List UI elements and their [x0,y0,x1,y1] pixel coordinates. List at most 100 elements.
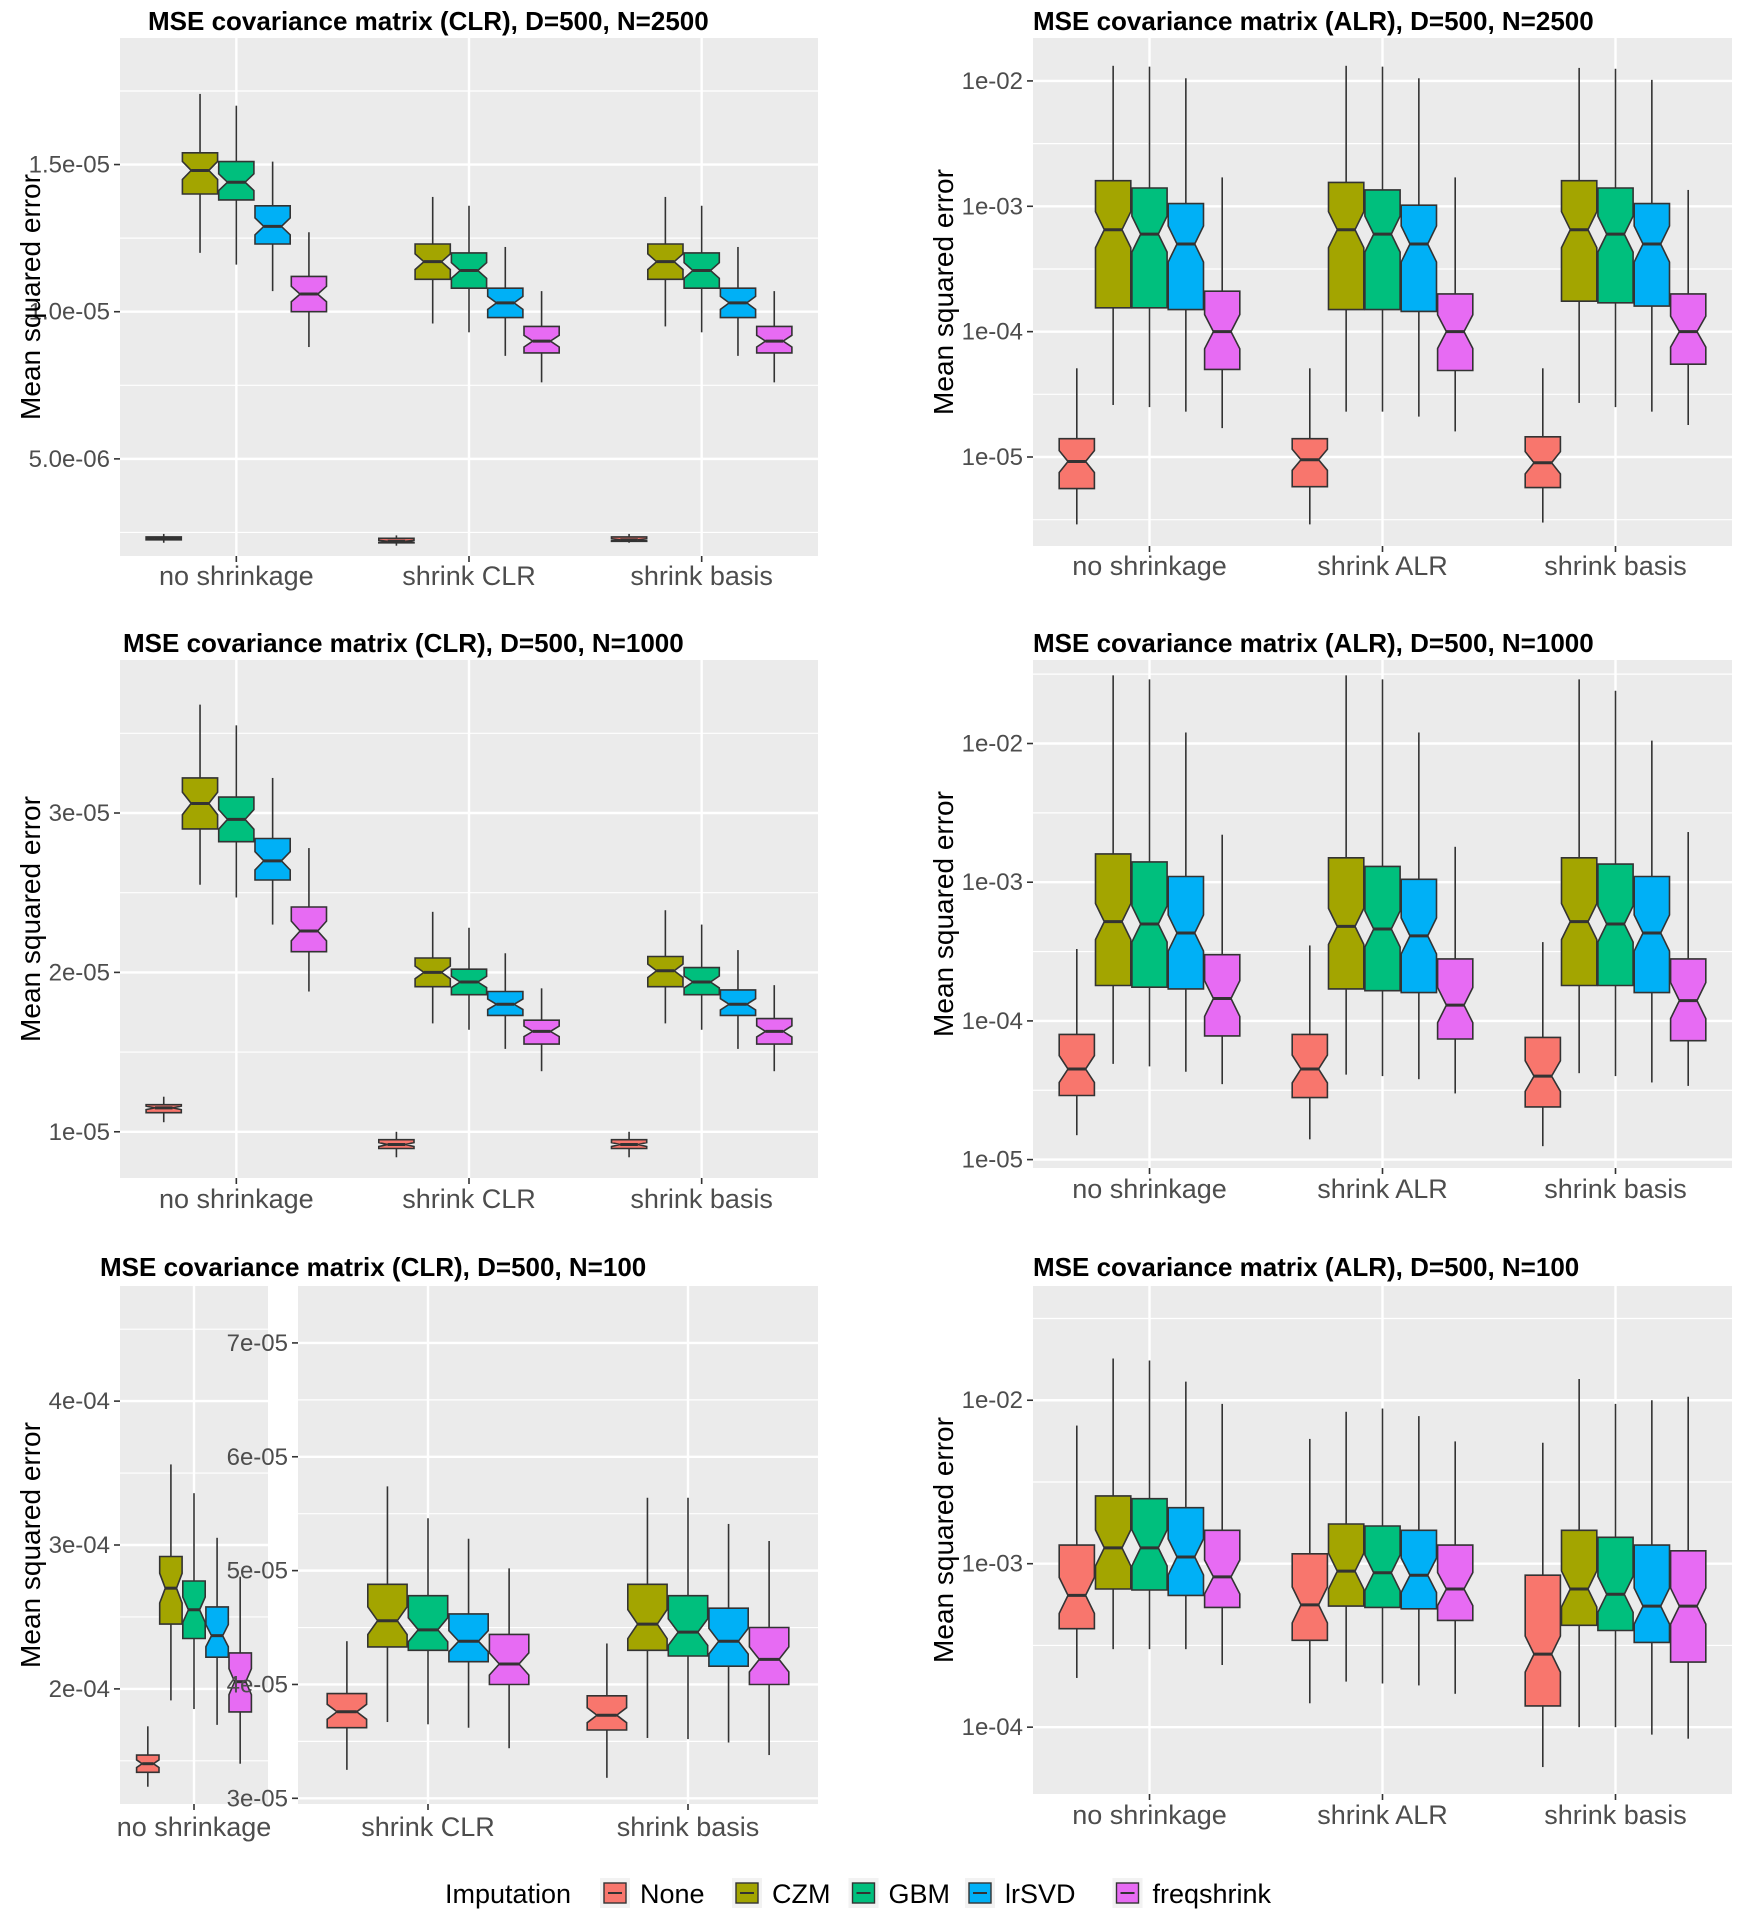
box-lrsvd [719,950,757,1049]
box-freqshrink [523,988,561,1072]
panel-title: MSE covariance matrix (CLR), D=500, N=10… [100,1252,646,1282]
category-label: no shrinkage [159,1184,314,1214]
box-freqshrink [1669,1396,1707,1739]
box-czm [1094,675,1132,1064]
y-axis-title: Mean squared error [15,174,46,420]
box-body [1094,179,1132,309]
y-tick-label: 5e-05 [227,1558,288,1585]
box-body [1400,1529,1438,1610]
category-label: shrink CLR [361,1812,495,1842]
box-czm [626,1497,668,1738]
category-label: no shrinkage [117,1812,272,1842]
panels: 5.0e-06 1.0e-05 1.5e-05 no shrinkage shrink … [15,6,1732,1842]
box-body [1131,1497,1168,1591]
box-freqshrink [755,985,793,1072]
box-gbm [683,924,721,1030]
box-body [1560,179,1598,303]
box-czm [414,196,452,324]
category-label: no shrinkage [1072,1174,1227,1204]
category-label: shrink basis [630,1184,773,1214]
panel-title: MSE covariance matrix (CLR), D=500, N=10… [123,628,684,658]
legend-item-none: None [600,1878,705,1909]
category-label: shrink basis [1544,1174,1687,1204]
box-gbm [1131,1360,1168,1650]
box-gbm [407,1518,449,1725]
category-label: shrink ALR [1317,1174,1448,1204]
box-none [1058,1425,1096,1678]
box-none [135,1726,160,1787]
box-lrsvd [719,246,757,356]
box-body [1364,189,1401,311]
box-czm [1560,679,1598,1074]
box-lrsvd [708,1523,750,1743]
box-lrsvd [1400,732,1438,1080]
category-label: no shrinkage [1072,1800,1227,1830]
box-freqshrink [523,291,561,383]
box-none [1291,945,1329,1140]
box-freqshrink [290,232,328,348]
box-body [407,1594,449,1652]
box-lrsvd [1633,740,1671,1083]
box-lrsvd [1400,78,1438,417]
box-gbm [1131,679,1168,1067]
box-czm [181,93,219,253]
legend-item-lrsvd: lrSVD [965,1878,1076,1909]
panel-clr100a: 2e-04 3e-04 4e-04 no shrinkage MSE covarianc… [15,1252,646,1842]
box-freqshrink [1203,177,1241,429]
box-freqshrink [1669,189,1707,425]
box-body [1327,856,1365,990]
box-czm [1560,67,1598,403]
box-czm [646,196,684,327]
y-tick-label: 1e-05 [49,1119,110,1146]
box-lrsvd [448,1538,490,1728]
box-body [1524,1036,1562,1108]
y-tick-label: 1e-03 [962,1551,1023,1578]
box-none [1291,1438,1329,1704]
box-gbm [450,927,488,1030]
y-tick-label: 6e-05 [227,1444,288,1471]
box-czm [181,704,219,885]
box-none [145,1096,183,1123]
panel-title: MSE covariance matrix (ALR), D=500, N=10… [1033,628,1594,658]
box-body [1203,953,1241,1037]
box-body [708,1607,750,1667]
box-freqshrink [1436,177,1474,432]
y-tick-label: 2e-05 [49,959,110,986]
box-freqshrink [1203,1403,1241,1666]
box-gbm [683,205,721,333]
box-body [1364,1525,1401,1609]
box-lrsvd [205,1537,230,1725]
category-label: shrink basis [630,561,773,591]
box-body [626,1583,668,1652]
box-gbm [1597,1403,1634,1728]
box-none [610,533,648,543]
box-body [488,1633,530,1686]
box-body [586,1695,628,1731]
y-tick-label: 1e-05 [962,444,1023,471]
y-tick-label: 1e-04 [962,319,1023,346]
y-tick-label: 1e-02 [962,68,1023,95]
legend-label: lrSVD [1005,1879,1076,1909]
box-lrsvd [486,246,524,356]
box-gbm [217,725,255,898]
box-body [719,989,757,1017]
y-axis-title: Mean squared error [928,169,959,415]
box-none [377,535,415,546]
box-czm [1560,1378,1598,1728]
box-body [1167,202,1205,311]
box-gbm [450,205,488,333]
box-body [366,1583,408,1648]
box-body [1400,204,1438,313]
box-czm [646,910,684,1024]
box-body [1094,1495,1132,1590]
category-label: shrink basis [1544,551,1687,581]
box-lrsvd [486,953,524,1049]
legend-label: None [640,1879,705,1909]
box-gbm [182,1493,206,1710]
box-body [1327,1523,1365,1607]
legend-item-czm: CZM [732,1878,830,1909]
box-gbm [1131,66,1168,408]
legend: Imputation None CZM GBM lrSVD freqshrink [445,1878,1272,1909]
box-body [1633,875,1671,994]
